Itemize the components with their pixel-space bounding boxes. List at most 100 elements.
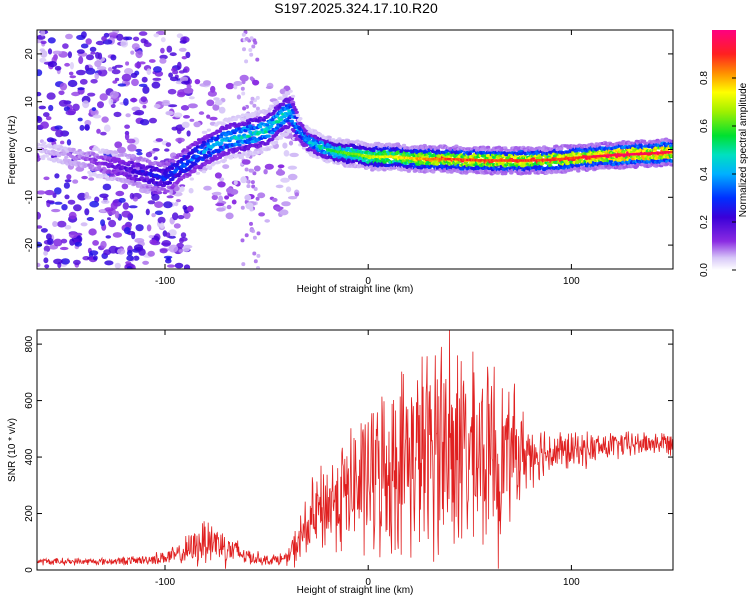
spectrogram-cell [245, 202, 254, 210]
spectrogram-cell [240, 113, 246, 117]
spectrogram-cell [203, 162, 208, 166]
spectrogram-cell [120, 39, 129, 48]
spectrogram-cell [290, 94, 296, 98]
spectrogram-cell [57, 220, 67, 228]
spectrogram-cell [183, 211, 191, 220]
spectrogram-cell [87, 170, 92, 174]
spectrogram-cell [133, 36, 140, 42]
spectrogram-cell [77, 87, 85, 91]
spectrogram-cell [252, 79, 260, 86]
spectrogram-cell [124, 124, 130, 129]
spectrogram-cell [250, 168, 255, 173]
spectrogram-cell [95, 51, 100, 59]
spectrogram-cell [201, 170, 207, 174]
spectrogram-cell [177, 215, 185, 220]
spectrogram-y-tick-label: -20 [24, 237, 35, 252]
spectrogram-cell [166, 195, 174, 199]
spectrogram-cell [40, 121, 49, 129]
spectrogram-cell [128, 205, 138, 209]
spectrogram-cell [295, 113, 301, 118]
spectrogram-cell [246, 184, 251, 189]
spectrogram-cell [181, 80, 191, 85]
spectrogram-cell [226, 151, 231, 155]
spectrogram-cell [65, 33, 73, 40]
spectrogram-cell [154, 201, 164, 209]
spectrogram-cell [67, 79, 78, 88]
spectrogram-cell [181, 121, 190, 128]
spectrogram-cell [187, 205, 194, 213]
spectrogram-cell [169, 52, 177, 57]
spectrogram-cell [44, 189, 55, 196]
spectrogram-cell [72, 103, 80, 112]
spectrogram-cell [146, 224, 152, 232]
spectrogram-cell [294, 192, 299, 197]
spectrogram-cell [670, 154, 673, 158]
spectrogram-cell [251, 114, 257, 118]
spectrogram-cell [205, 165, 210, 169]
spectrogram-cell [135, 148, 143, 153]
spectrogram-cell [216, 207, 226, 212]
spectrogram-cell [93, 158, 98, 162]
snr-frame [36, 329, 674, 571]
spectrogram-cell [126, 266, 133, 269]
spectrogram-cell [151, 193, 160, 201]
spectrogram-cell [527, 171, 532, 175]
spectrogram-cell [152, 148, 160, 152]
spectrogram-cell [37, 142, 40, 146]
spectrogram-cell [134, 62, 142, 69]
spectrogram-cell [84, 124, 90, 131]
spectrogram-cell [100, 219, 106, 227]
spectrogram-cell [209, 139, 214, 143]
spectrogram-cell [84, 64, 90, 71]
spectrogram-cell [140, 169, 146, 173]
spectrogram-cell [44, 264, 50, 269]
spectrogram-cell [104, 207, 114, 212]
spectrogram-cell [88, 177, 95, 181]
spectrogram-cell [183, 66, 190, 73]
spectrogram-cell [53, 258, 63, 265]
spectrogram-cell [89, 46, 97, 53]
spectrogram-cell [159, 248, 168, 254]
spectrogram-cell [255, 95, 260, 100]
spectrogram-cell [212, 104, 220, 111]
spectrogram-cell [182, 205, 187, 210]
spectrogram-cell [172, 212, 179, 221]
spectrogram-cell [123, 98, 129, 106]
spectrogram-cell [114, 150, 119, 155]
spectrogram-cell [172, 70, 179, 75]
spectrogram-cell [151, 213, 156, 218]
spectrogram-cell [187, 103, 198, 109]
spectrogram-cell [435, 149, 441, 153]
spectrogram-cell [165, 189, 170, 193]
spectrogram-cell [306, 137, 312, 141]
spectrogram-x-tick-label: 0 [365, 276, 371, 287]
spectrogram-cell [167, 88, 177, 95]
spectrogram-cell [449, 170, 454, 174]
spectrogram-cell [169, 76, 179, 82]
spectrogram-cell [241, 32, 246, 37]
spectrogram-cell [121, 183, 129, 190]
spectrogram-cell [485, 154, 491, 158]
spectrogram-cell [176, 128, 182, 135]
spectrogram-cell [59, 82, 68, 91]
spectrogram-cell [114, 141, 123, 149]
snr-y-tick-label: 400 [24, 448, 35, 465]
spectrogram-cell [90, 51, 96, 55]
spectrogram-cell [65, 110, 76, 116]
spectrogram-cell [97, 101, 104, 109]
spectrogram-y-label: Frequency (Hz) [7, 116, 18, 185]
spectrogram-cell [138, 83, 148, 87]
spectrogram-cell [60, 238, 68, 244]
spectrogram-cell [148, 235, 154, 239]
spectrogram-cell [141, 76, 148, 83]
spectrogram-cell [71, 91, 81, 97]
spectrogram-cell [217, 181, 226, 188]
spectrogram-cell [125, 113, 131, 118]
spectrogram-cell [257, 125, 263, 129]
spectrogram-cell [54, 65, 62, 71]
spectrogram-cell [152, 77, 162, 81]
spectrogram-cell [241, 91, 246, 96]
spectrogram-cell [147, 200, 156, 205]
spectrogram-cell [264, 163, 274, 170]
spectrogram-cell [153, 104, 161, 109]
